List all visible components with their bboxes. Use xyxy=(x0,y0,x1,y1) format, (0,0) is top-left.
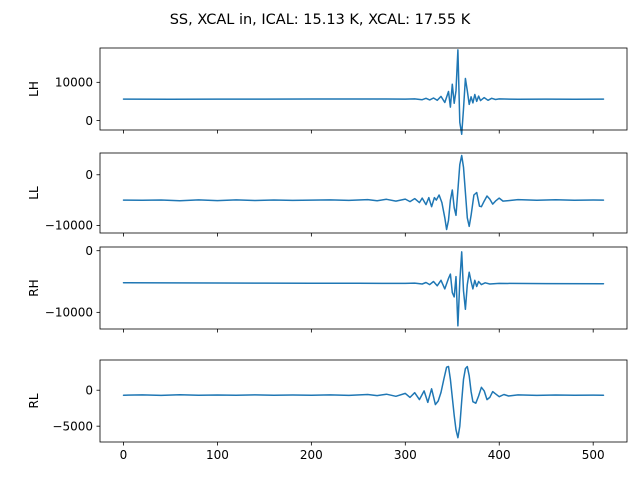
x-tick-label: 0 xyxy=(120,448,128,462)
chart-title: SS, XCAL in, ICAL: 15.13 K, XCAL: 17.55 … xyxy=(170,12,471,28)
y-tick-label-rl: −5000 xyxy=(52,419,93,433)
y-tick-label-rh: 0 xyxy=(85,244,93,258)
subplots-group: 0 10000 LH −10000 0 LL −10000 0 RH −5000 0 0 100 200 3… xyxy=(27,47,628,462)
y-axis-label-rh: RH xyxy=(27,279,41,296)
x-tick-label: 500 xyxy=(582,448,605,462)
y-tick-label-lh: 0 xyxy=(85,114,93,128)
series-line-rh xyxy=(122,251,605,327)
x-tick-label: 200 xyxy=(300,448,323,462)
series-line-ll xyxy=(122,154,605,231)
y-axis-label-lh: LH xyxy=(27,81,41,97)
y-tick-label-rl: 0 xyxy=(85,384,93,398)
y-tick-label-rh: −10000 xyxy=(45,306,93,320)
series-line-lh xyxy=(122,49,605,135)
x-tick-label: 100 xyxy=(206,448,229,462)
y-axis-label-rl: RL xyxy=(27,393,41,408)
y-axis-label-ll: LL xyxy=(27,186,41,200)
series-line-rl xyxy=(122,365,605,439)
axes-frame-rl xyxy=(99,359,628,443)
axes-frame-lh xyxy=(99,47,628,131)
y-tick-label-lh: 10000 xyxy=(55,76,93,90)
x-tick-label: 400 xyxy=(488,448,511,462)
axes-frame-ll xyxy=(99,152,628,234)
y-tick-label-ll: 0 xyxy=(85,168,93,182)
y-tick-label-ll: −10000 xyxy=(45,219,93,233)
x-tick-label: 300 xyxy=(394,448,417,462)
axes-frame-rh xyxy=(99,246,628,330)
